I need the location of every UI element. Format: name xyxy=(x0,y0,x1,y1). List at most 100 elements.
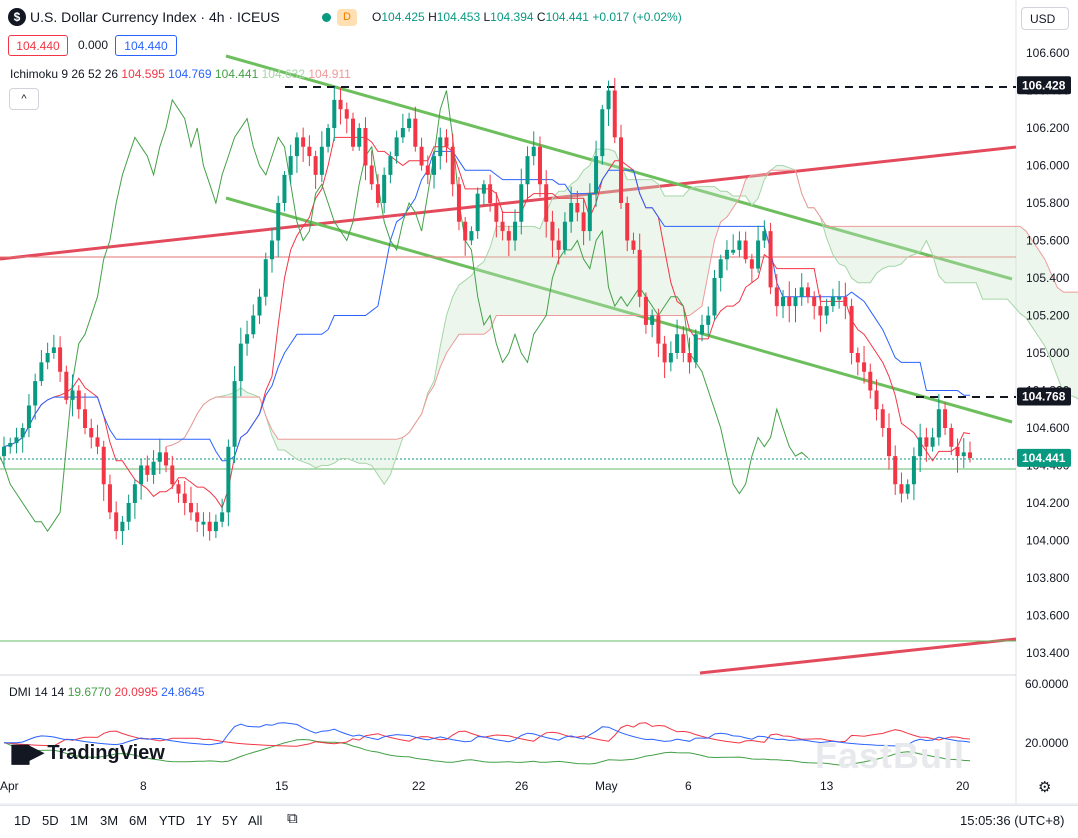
candle-body xyxy=(2,446,6,457)
candle-body xyxy=(862,362,867,372)
candle-body xyxy=(968,452,972,458)
y-tick-label: 104.600 xyxy=(1026,421,1070,435)
candle-body xyxy=(475,193,480,232)
calendar-range-icon[interactable]: ⧉ xyxy=(287,810,298,827)
candle-body xyxy=(812,296,817,307)
timeframe-all[interactable]: All xyxy=(248,813,263,828)
sell-price-box[interactable]: 104.440 xyxy=(8,35,68,56)
candle-body xyxy=(849,306,854,353)
timeframe-5y[interactable]: 5Y xyxy=(222,813,238,828)
y-tick-label: 103.400 xyxy=(1026,646,1070,660)
timeframe-3m[interactable]: 3M xyxy=(100,813,119,828)
ichimoku-senkou-b xyxy=(165,169,1078,448)
dmi-adx-line xyxy=(3,738,971,766)
candle-body xyxy=(961,452,966,457)
candle-body xyxy=(145,465,150,475)
ichimoku-senkou-a xyxy=(165,148,1078,486)
candle-body xyxy=(369,165,374,185)
candle-body xyxy=(936,409,941,438)
candle-body xyxy=(276,203,281,241)
candle-body xyxy=(781,296,786,307)
candle-body xyxy=(550,221,555,241)
dmi-legend[interactable]: DMI 14 14 19.6770 20.0995 24.8645 xyxy=(9,685,205,699)
candle-body xyxy=(481,184,486,194)
candle-body xyxy=(176,484,181,494)
candle-body xyxy=(500,221,505,232)
candle-body xyxy=(469,231,474,241)
delayed-badge[interactable]: D xyxy=(337,9,357,26)
x-tick-label: 22 xyxy=(412,779,426,793)
candle-body xyxy=(338,99,343,110)
candle-body xyxy=(357,128,362,147)
timeframe-1d[interactable]: 1D xyxy=(14,813,31,828)
candle-body xyxy=(407,118,412,128)
candle-body xyxy=(438,137,443,157)
candle-body xyxy=(868,371,873,391)
timeframe-6m[interactable]: 6M xyxy=(129,813,148,828)
candle-body xyxy=(955,446,960,457)
symbol-title[interactable]: U.S. Dollar Currency Index · 4h · ICEUS xyxy=(30,9,280,25)
candle-body xyxy=(375,184,380,203)
candle-body xyxy=(943,409,948,428)
candle-body xyxy=(855,353,860,363)
candle-body xyxy=(382,174,387,203)
candle-body xyxy=(525,156,530,185)
candle-body xyxy=(188,503,193,513)
candle-body xyxy=(201,521,206,525)
x-tick-label: Apr xyxy=(0,779,19,793)
candle-body xyxy=(45,353,50,363)
candle-body xyxy=(294,137,299,157)
candle-body xyxy=(425,165,430,175)
candle-body xyxy=(606,90,611,110)
candle-body xyxy=(600,109,605,157)
y-tick-label: 105.600 xyxy=(1026,234,1070,248)
candle-body xyxy=(625,203,630,241)
channel-lower-line[interactable] xyxy=(225,196,1013,424)
ichimoku-legend[interactable]: Ichimoku 9 26 52 26 104.595 104.769 104.… xyxy=(10,67,351,81)
timeframe-5d[interactable]: 5D xyxy=(42,813,59,828)
candle-body xyxy=(612,90,617,138)
candle-body xyxy=(95,437,100,447)
buy-price-box[interactable]: 104.440 xyxy=(115,35,177,56)
support-line-red[interactable] xyxy=(699,637,1017,675)
candle-body xyxy=(700,324,705,335)
candle-body xyxy=(195,512,200,522)
candle-body xyxy=(89,428,94,438)
candle-body xyxy=(207,521,212,532)
x-tick-label: 6 xyxy=(685,779,692,793)
candle-body xyxy=(731,249,736,253)
candle-body xyxy=(693,334,698,363)
timeframe-ytd[interactable]: YTD xyxy=(159,813,185,828)
candle-body xyxy=(107,484,112,513)
candle-body xyxy=(432,156,437,175)
candle-body xyxy=(70,390,75,400)
candle-body xyxy=(637,249,642,297)
candle-body xyxy=(562,221,567,250)
candle-body xyxy=(450,146,455,185)
candle-body xyxy=(488,184,493,203)
resistance-line-red[interactable] xyxy=(0,145,1017,261)
candle-body xyxy=(232,381,237,447)
candle-body xyxy=(351,118,356,147)
candle-body xyxy=(531,146,536,157)
gear-icon[interactable]: ⚙ xyxy=(1038,779,1052,796)
clock-readout[interactable]: 15:05:36 (UTC+8) xyxy=(960,813,1065,828)
price-tag-label: 106.428 xyxy=(1022,78,1066,92)
candle-body xyxy=(494,203,499,222)
x-tick-label: 13 xyxy=(820,779,834,793)
candle-body xyxy=(14,437,19,443)
dmi-axis-label-mid: 20.0000 xyxy=(1025,736,1069,750)
timeframe-1y[interactable]: 1Y xyxy=(196,813,212,828)
candle-body xyxy=(26,405,31,428)
candle-body xyxy=(668,353,673,363)
candle-body xyxy=(301,137,306,147)
currency-selector[interactable]: USD xyxy=(1021,7,1069,30)
timeframe-1m[interactable]: 1M xyxy=(70,813,89,828)
candle-body xyxy=(774,287,779,307)
candle-body xyxy=(837,296,842,300)
collapse-legend-button[interactable]: ^ xyxy=(9,88,39,110)
candle-body xyxy=(238,343,243,382)
candle-body xyxy=(656,315,661,344)
x-tick-label: 8 xyxy=(140,779,147,793)
